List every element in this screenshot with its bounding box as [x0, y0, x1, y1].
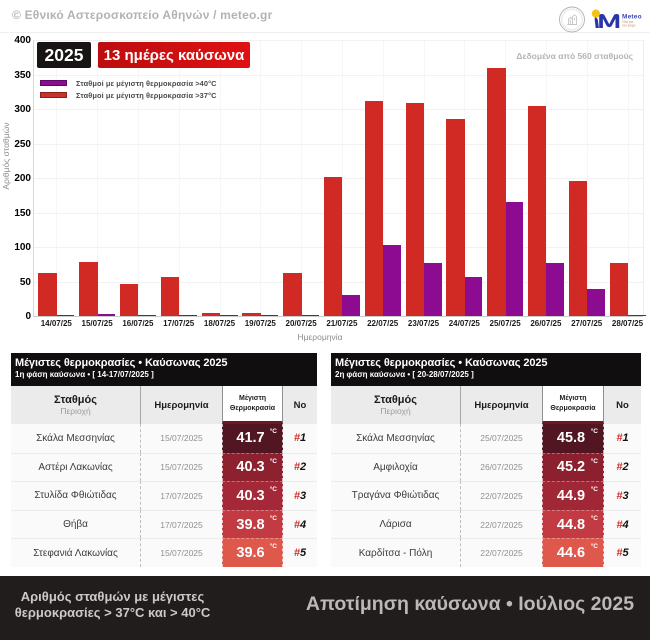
- svg-text:Όλα για: Όλα για: [621, 20, 633, 24]
- svg-text:τον καιρό: τον καιρό: [622, 24, 635, 28]
- svg-text:Meteo: Meteo: [622, 14, 642, 21]
